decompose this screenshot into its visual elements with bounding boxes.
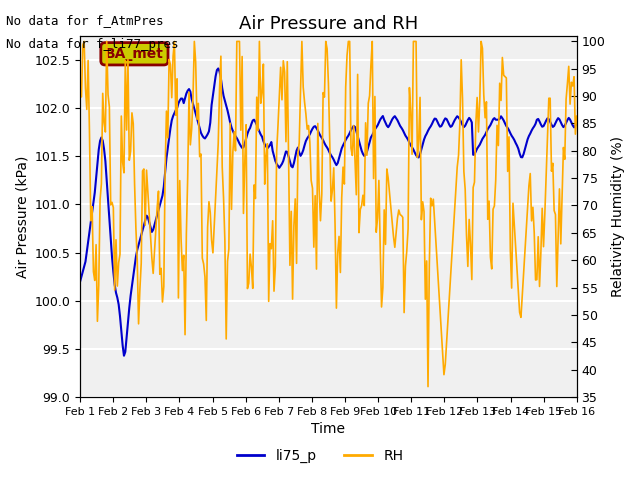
Y-axis label: Air Pressure (kPa): Air Pressure (kPa)	[15, 155, 29, 277]
Text: No data for f_AtmPres: No data for f_AtmPres	[6, 14, 164, 27]
Legend: li75_p, RH: li75_p, RH	[231, 443, 409, 468]
Text: No data for f_li77_pres: No data for f_li77_pres	[6, 38, 179, 51]
Y-axis label: Relativity Humidity (%): Relativity Humidity (%)	[611, 136, 625, 297]
Title: Air Pressure and RH: Air Pressure and RH	[239, 15, 418, 33]
X-axis label: Time: Time	[312, 422, 346, 436]
Text: BA_met: BA_met	[105, 47, 164, 61]
